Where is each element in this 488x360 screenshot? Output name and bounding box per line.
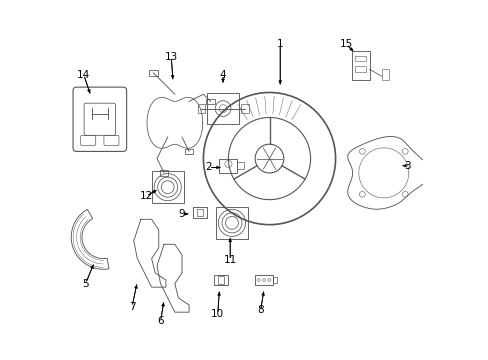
Bar — [149, 70, 157, 76]
Bar — [197, 208, 203, 216]
Bar — [354, 66, 365, 72]
Bar — [197, 104, 205, 113]
Bar — [237, 162, 244, 169]
Bar — [381, 69, 388, 80]
Text: 7: 7 — [128, 302, 135, 312]
Text: 4: 4 — [219, 69, 226, 80]
Bar — [255, 275, 272, 285]
Bar — [219, 158, 237, 173]
Text: 2: 2 — [205, 162, 212, 172]
Bar — [214, 275, 228, 285]
Bar — [206, 99, 214, 104]
Text: 10: 10 — [211, 309, 224, 319]
Bar — [354, 56, 365, 62]
Text: 3: 3 — [403, 161, 409, 171]
Text: 8: 8 — [257, 305, 264, 315]
Bar — [151, 171, 183, 203]
Bar — [160, 170, 168, 176]
Bar — [207, 93, 238, 124]
Bar — [192, 207, 206, 217]
Text: 1: 1 — [276, 39, 283, 49]
Bar — [351, 51, 369, 80]
Text: 9: 9 — [178, 209, 185, 219]
Text: 12: 12 — [140, 191, 153, 201]
Bar — [216, 207, 247, 239]
Bar — [240, 104, 248, 113]
Bar — [272, 277, 276, 283]
Text: 11: 11 — [223, 255, 236, 265]
Text: 15: 15 — [339, 39, 352, 49]
Text: 14: 14 — [77, 69, 90, 80]
Bar — [184, 149, 193, 154]
Text: 5: 5 — [82, 279, 89, 289]
Bar — [218, 276, 224, 284]
Text: 13: 13 — [164, 52, 178, 62]
Text: 6: 6 — [157, 316, 163, 326]
